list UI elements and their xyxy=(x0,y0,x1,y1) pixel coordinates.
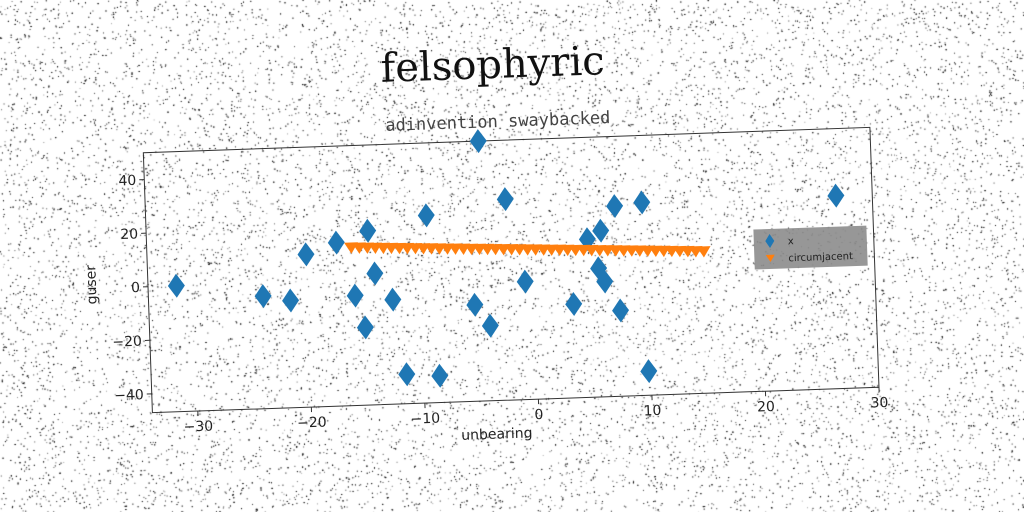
series-x-point xyxy=(366,261,384,286)
x-tick-label: −30 xyxy=(183,419,213,436)
x-tick-label: −20 xyxy=(297,415,327,432)
series-x-point xyxy=(384,287,402,312)
series-x-point xyxy=(827,183,845,208)
x-axis-label: unbearing xyxy=(461,425,533,443)
series-x-point xyxy=(282,288,300,313)
series-x-point xyxy=(496,187,514,212)
series-x-point xyxy=(592,218,610,243)
x-tick-label: 0 xyxy=(534,407,543,423)
series-x-point xyxy=(640,359,658,384)
series-x-point xyxy=(466,292,484,317)
x-tick-label: 20 xyxy=(757,399,775,416)
series-circumjacent-point xyxy=(696,246,711,258)
series-x-point xyxy=(327,230,345,255)
x-tick-label: −10 xyxy=(410,411,440,428)
y-tick-label: 0 xyxy=(131,280,140,296)
series-x-point xyxy=(516,269,534,294)
series-x-point xyxy=(596,269,614,294)
series-x-point xyxy=(633,190,651,215)
series-x-point xyxy=(167,273,185,298)
x-tick-label: 30 xyxy=(870,395,888,412)
series-x-point xyxy=(565,292,583,317)
series-x-point xyxy=(356,315,374,340)
series-x-point xyxy=(417,203,435,228)
series-x-point xyxy=(469,129,487,154)
series-x-point xyxy=(481,313,499,338)
y-tick-label: −40 xyxy=(114,387,144,404)
legend-box xyxy=(753,225,868,270)
legend-marker-x xyxy=(765,233,775,248)
plot-area: −30 −20 −10 0 10 20 30 −40 −20 0 20 40 unbearing guse… xyxy=(83,126,889,444)
legend-marker-circumjacent xyxy=(765,254,775,263)
chart-subtitle: adinvention swaybacked xyxy=(385,108,611,136)
x-tick-label: 10 xyxy=(643,403,661,420)
series-x-point xyxy=(612,298,630,323)
series-x-point xyxy=(606,194,624,219)
series-x-point xyxy=(346,283,364,308)
series-x-point xyxy=(431,363,449,388)
legend-label-x: x xyxy=(788,236,794,247)
plot-frame xyxy=(142,126,880,414)
series-x-point xyxy=(254,284,272,309)
series-x-point xyxy=(297,242,315,267)
chart-title: felsophyric xyxy=(380,38,606,92)
series-x-point xyxy=(398,362,416,387)
series-x-point xyxy=(359,218,377,243)
y-tick-label: −20 xyxy=(112,334,142,351)
y-tick-label: 20 xyxy=(120,226,138,243)
y-tick-label: 40 xyxy=(118,173,136,190)
legend-label-circumjacent: circumjacent xyxy=(788,251,853,264)
y-axis-label: guser xyxy=(83,264,100,304)
